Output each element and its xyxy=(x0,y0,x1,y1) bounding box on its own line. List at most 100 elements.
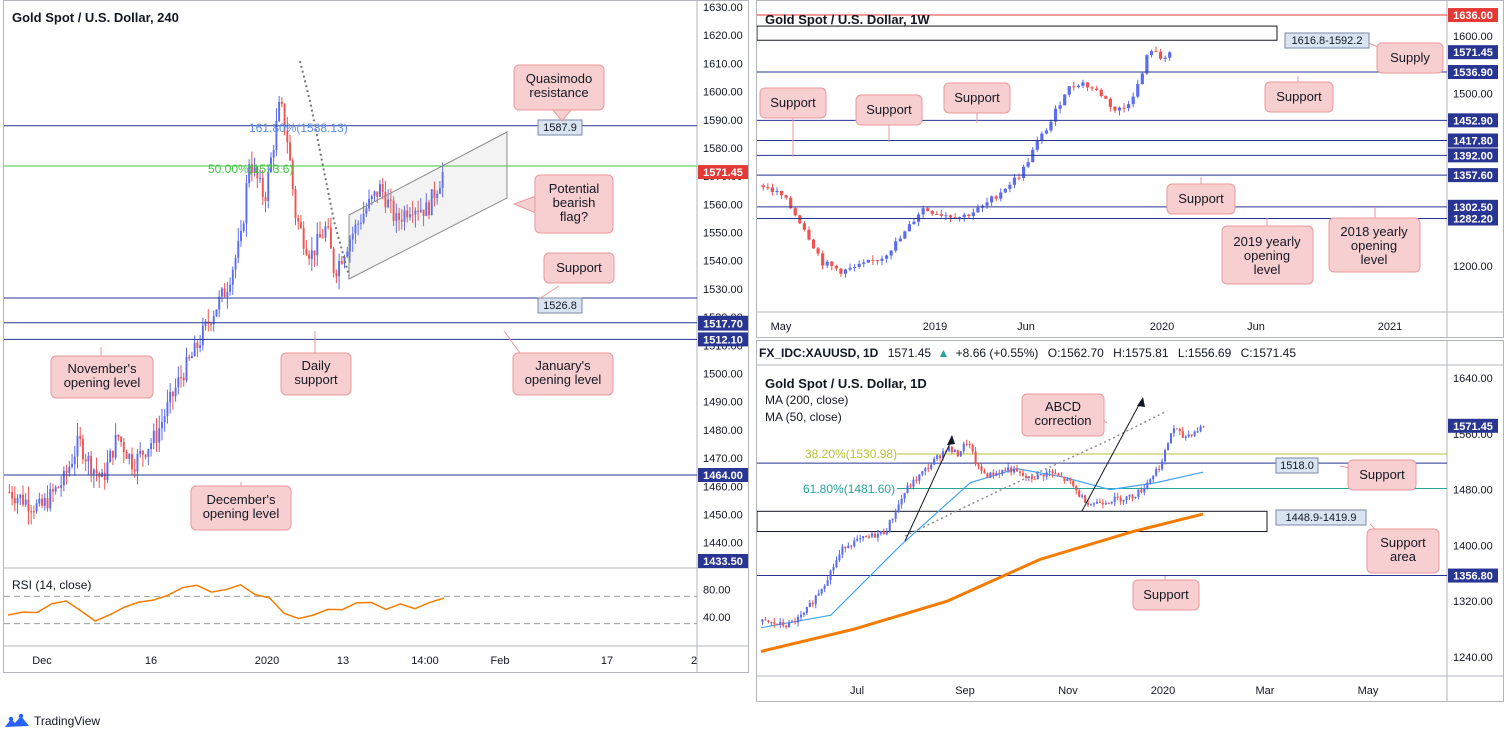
daily-candle xyxy=(1155,468,1158,476)
weekly-candle xyxy=(834,265,838,269)
weekly-price-axis[interactable]: 1600.00 1500.00 1200.00 xyxy=(1453,31,1493,273)
rsi-line xyxy=(7,583,445,622)
h4-candle xyxy=(190,356,193,359)
weekly-time-axis[interactable]: May 2019 Jun 2020 Jun 2021 xyxy=(771,321,1403,333)
daily-candle xyxy=(767,620,770,623)
h4-candle xyxy=(218,296,221,310)
h4-candle xyxy=(302,227,305,249)
h4-candle xyxy=(54,487,57,492)
weekly-candle xyxy=(862,262,866,264)
daily-price-axis[interactable]: 1640.001560.001480.001400.001320.001240.… xyxy=(1453,373,1493,664)
weekly-supply-zone xyxy=(757,25,1278,41)
h4-candle xyxy=(433,189,436,199)
h4-candle xyxy=(199,345,202,349)
daily-candle xyxy=(891,518,894,521)
weekly-candle xyxy=(1031,149,1035,163)
weekly-candle xyxy=(990,196,994,203)
weekly-candle xyxy=(1113,106,1117,111)
daily-callout-support-2: Support xyxy=(1132,576,1200,611)
weekly-chart-svg[interactable]: 1600.00 1500.00 1200.00 May 2019 Jun 2020 Jun 2… xyxy=(757,1,1503,337)
daily-candle xyxy=(1001,469,1004,474)
daily-candle xyxy=(977,464,980,467)
h4-chart-panel[interactable]: 1630.00 1620.00 1610.00 1600.00 1590.00 1580.… xyxy=(3,0,749,673)
h4-candle xyxy=(231,269,234,285)
daily-candle xyxy=(1101,502,1104,505)
daily-candle xyxy=(1202,426,1205,428)
weekly-time-tick: 2021 xyxy=(1378,321,1402,333)
weekly-candle xyxy=(1008,184,1012,189)
h4-candle xyxy=(438,187,441,194)
daily-abcd-arrow-2 xyxy=(1081,397,1145,512)
daily-candle xyxy=(989,472,992,478)
h4-rsi-label: RSI (14, close) xyxy=(12,578,91,592)
weekly-candle xyxy=(775,190,779,192)
h4-candle xyxy=(204,321,207,326)
daily-candle xyxy=(965,443,968,445)
h4-candle xyxy=(152,430,155,444)
daily-candle xyxy=(764,619,767,621)
weekly-candle xyxy=(1021,166,1026,179)
weekly-axis-label-text: 1392.00 xyxy=(1453,150,1493,162)
weekly-candle xyxy=(1044,130,1049,134)
daily-candle xyxy=(791,621,794,623)
h4-candle xyxy=(223,288,226,297)
h4-candle xyxy=(169,391,172,403)
h4-candle xyxy=(16,498,19,504)
daily-candle xyxy=(782,621,785,626)
h4-candle xyxy=(343,256,346,264)
daily-candle xyxy=(906,485,909,493)
h4-candle xyxy=(226,291,229,297)
h4-candle xyxy=(349,239,351,252)
h4-candle xyxy=(131,454,133,470)
weekly-axis-label-bg xyxy=(1448,113,1498,128)
daily-level-box-1518-text: 1518.0 xyxy=(1280,460,1314,472)
h4-axis-label-bg xyxy=(698,468,748,483)
weekly-candle xyxy=(843,269,848,274)
weekly-candle xyxy=(971,212,975,217)
h4-price-tick: 1500.00 xyxy=(703,369,743,381)
h4-candle xyxy=(122,441,125,453)
h4-candle xyxy=(299,221,302,228)
daily-time-tick: Jul xyxy=(850,685,864,697)
daily-candle xyxy=(1069,478,1072,481)
h4-candle xyxy=(57,487,60,489)
daily-chart-svg[interactable]: 1640.001560.001480.001400.001320.001240.… xyxy=(757,341,1503,701)
h4-price-axis[interactable]: 1630.00 1620.00 1610.00 1600.00 1590.00 1580.… xyxy=(703,2,743,550)
daily-candle xyxy=(1054,473,1057,475)
weekly-candle xyxy=(1049,121,1053,131)
h4-candle xyxy=(256,167,259,179)
daily-support-area-zone xyxy=(757,510,1268,533)
h4-axis-label-text: 1464.00 xyxy=(703,470,743,482)
daily-candle xyxy=(1134,496,1137,499)
h4-price-tick: 1610.00 xyxy=(703,58,743,70)
daily-candle xyxy=(1122,499,1125,502)
h4-chart-svg[interactable]: 1630.00 1620.00 1610.00 1600.00 1590.00 1580.… xyxy=(4,1,748,672)
daily-candle xyxy=(856,538,859,541)
weekly-chart-panel[interactable]: 1600.00 1500.00 1200.00 May 2019 Jun 2020 Jun 2… xyxy=(756,0,1504,338)
h4-time-axis[interactable]: Dec 16 2020 13 14:00 Feb 17 2 xyxy=(32,655,697,667)
daily-candle xyxy=(924,468,927,472)
h4-candle xyxy=(180,377,182,379)
h4-candle xyxy=(373,191,376,196)
h4-candle xyxy=(419,209,422,212)
daily-candle xyxy=(1181,431,1184,438)
svg-text:Support: Support xyxy=(556,260,602,275)
daily-candle xyxy=(829,570,832,581)
daily-candle xyxy=(796,616,800,623)
daily-candle xyxy=(1158,468,1161,470)
daily-chart-panel[interactable]: 1640.00 1560.00 1480.00 1400.00 1320.00 1240.… xyxy=(756,340,1504,702)
daily-candle xyxy=(1010,467,1013,473)
weekly-candle xyxy=(1012,177,1017,185)
h4-candle xyxy=(229,284,232,292)
weekly-time-tick: May xyxy=(771,321,792,333)
weekly-candle xyxy=(875,260,880,262)
h4-candle xyxy=(171,391,174,397)
weekly-axis-label-bg xyxy=(1448,133,1498,148)
h4-candle xyxy=(174,387,177,397)
weekly-callout-2019-yearly: 2019 yearly opening level xyxy=(1221,218,1314,285)
h4-price-tick: 1600.00 xyxy=(703,87,743,99)
daily-candle xyxy=(885,531,888,535)
tradingview-watermark[interactable]: TradingView xyxy=(4,713,100,729)
h4-candle xyxy=(161,422,163,429)
daily-time-axis[interactable]: Jul Sep Nov 2020 Mar May xyxy=(850,685,1379,697)
